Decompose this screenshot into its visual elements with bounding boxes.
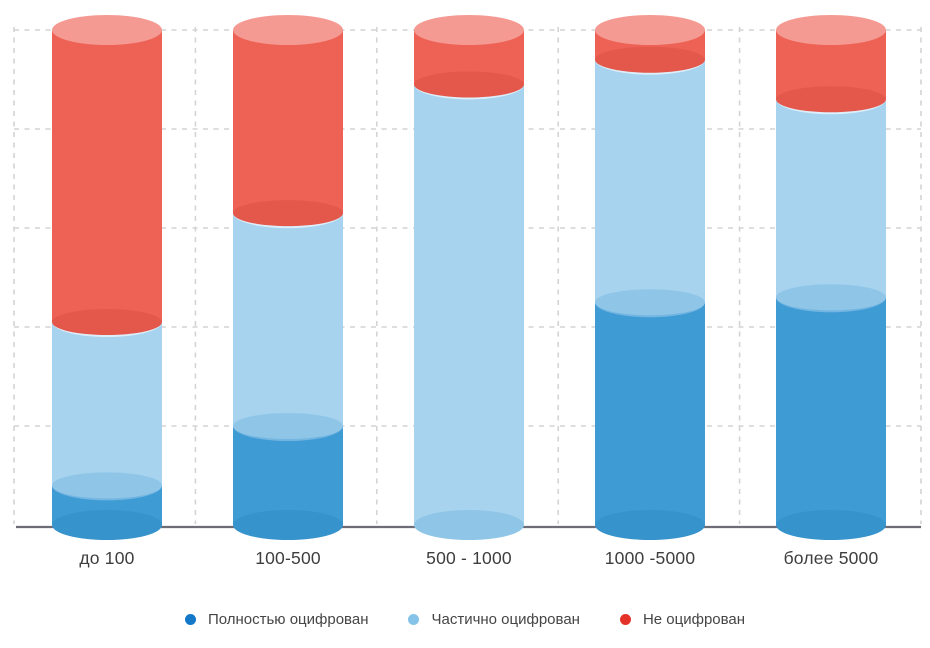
x-axis-label: 500 - 1000 — [426, 548, 512, 568]
cylinder-bottom-cap — [233, 200, 343, 227]
cylinder-body[interactable] — [233, 213, 343, 426]
bar-2-segment-3[interactable] — [233, 15, 343, 227]
stacked-cylinder-chart — [13, 15, 922, 540]
cylinder-bottom-cap — [776, 510, 886, 540]
legend-item-3[interactable]: Не оцифрован — [619, 610, 746, 628]
cylinder-bottom-cap — [776, 284, 886, 311]
legend-dot-icon — [184, 613, 196, 625]
cylinder-body[interactable] — [52, 30, 162, 323]
cylinder-top-cap — [776, 15, 886, 45]
legend-dot-icon — [408, 613, 420, 625]
legend-label: Частично оцифрован — [431, 610, 580, 628]
bar-4-segment-3[interactable] — [595, 15, 705, 73]
x-axis-label: 100-500 — [255, 548, 321, 568]
bar-4-segment-2[interactable] — [595, 44, 705, 316]
bar-4[interactable] — [595, 15, 705, 540]
cylinder-body[interactable] — [414, 84, 524, 525]
bar-5-segment-1[interactable] — [776, 282, 886, 540]
cylinder-body[interactable] — [776, 297, 886, 525]
cylinder-bottom-cap — [233, 413, 343, 439]
bar-4-segment-1[interactable] — [595, 287, 705, 540]
x-axis-label: до 100 — [79, 548, 135, 568]
bar-1-segment-3[interactable] — [52, 15, 162, 336]
cylinder-bottom-cap — [414, 510, 524, 540]
cylinder-bottom-cap — [52, 510, 162, 540]
bar-3-segment-2[interactable] — [414, 69, 524, 540]
legend-item-1[interactable]: Полностью оцифрован — [184, 610, 369, 628]
cylinder-bottom-cap — [776, 86, 886, 113]
bar-5-segment-2[interactable] — [776, 84, 886, 311]
cylinder-bottom-cap — [595, 46, 705, 73]
cylinder-top-cap — [233, 15, 343, 45]
cylinder-bottom-cap — [52, 309, 162, 336]
cylinder-bottom-cap — [233, 510, 343, 540]
legend-item-2[interactable]: Частично оцифрован — [408, 610, 580, 628]
legend-label: Полностью оцифрован — [207, 610, 369, 628]
bar-3-segment-3[interactable] — [414, 15, 524, 98]
cylinder-body[interactable] — [776, 99, 886, 298]
x-axis-label: 1000 -5000 — [604, 548, 696, 568]
cylinder-body[interactable] — [52, 322, 162, 486]
x-axis-labels: до 100 100-500 500 - 1000 1000 -5000 более 5… — [0, 544, 930, 572]
bar-1[interactable] — [52, 15, 162, 540]
bar-2-segment-2[interactable] — [233, 198, 343, 439]
cylinder-body[interactable] — [233, 30, 343, 214]
bar-5[interactable] — [776, 15, 886, 540]
bar-1-segment-2[interactable] — [52, 307, 162, 499]
cylinder-top-cap — [52, 15, 162, 45]
cylinder-bottom-cap — [595, 289, 705, 316]
cylinder-top-cap — [595, 15, 705, 45]
x-axis-label: более 5000 — [783, 548, 879, 568]
chart-legend: Полностью оцифрован Частично оцифрован Не … — [0, 604, 930, 634]
cylinder-bottom-cap — [414, 71, 524, 98]
bar-2[interactable] — [233, 15, 343, 540]
cylinder-bottom-cap — [595, 510, 705, 540]
cylinder-top-cap — [414, 15, 524, 45]
cylinder-bottom-cap — [52, 472, 162, 499]
cylinder-body[interactable] — [233, 426, 343, 525]
legend-dot-icon — [619, 613, 631, 625]
bar-5-segment-3[interactable] — [776, 15, 886, 113]
legend-label: Не оцифрован — [642, 610, 746, 628]
cylinder-body[interactable] — [595, 302, 705, 525]
bar-3[interactable] — [414, 15, 524, 540]
cylinder-body[interactable] — [595, 59, 705, 303]
